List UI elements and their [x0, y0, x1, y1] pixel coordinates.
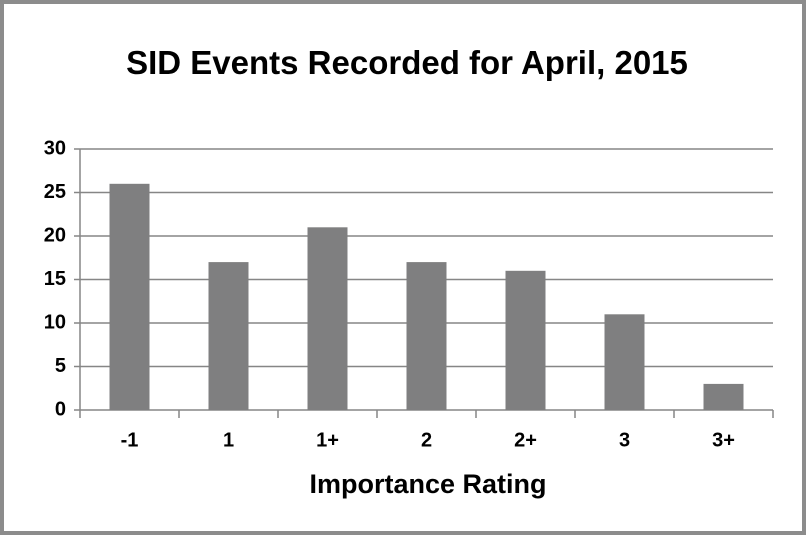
y-tick-label: 25 [44, 181, 66, 203]
bar [307, 227, 348, 410]
x-tick-label: 2 [421, 429, 432, 451]
x-tick-label: -1 [121, 429, 139, 451]
y-tick-label: 15 [44, 268, 66, 290]
bar [406, 262, 447, 410]
chart: Importance Rating 0 5 10 15 20 25 30 -1 1 1+ 2 2+ 3 3… [44, 137, 774, 499]
bar [208, 262, 249, 410]
x-axis-label: Importance Rating [309, 469, 546, 499]
bar [505, 270, 546, 410]
x-tick-label: 1+ [316, 429, 339, 451]
y-tick-label: 30 [44, 137, 66, 159]
x-tick-label: 3+ [712, 429, 735, 451]
y-tick-label: 10 [44, 311, 66, 333]
bar [109, 183, 150, 410]
y-tick-label: 5 [55, 355, 66, 377]
y-tick-label: 20 [44, 224, 66, 246]
chart-title: SID Events Recorded for April, 2015 [126, 44, 688, 81]
y-tick-label: 0 [55, 398, 66, 420]
x-tick-label: 1 [223, 429, 234, 451]
x-tick-label: 2+ [514, 429, 537, 451]
bar [703, 383, 744, 410]
x-tick-label: 3 [619, 429, 630, 451]
bar [604, 314, 645, 410]
